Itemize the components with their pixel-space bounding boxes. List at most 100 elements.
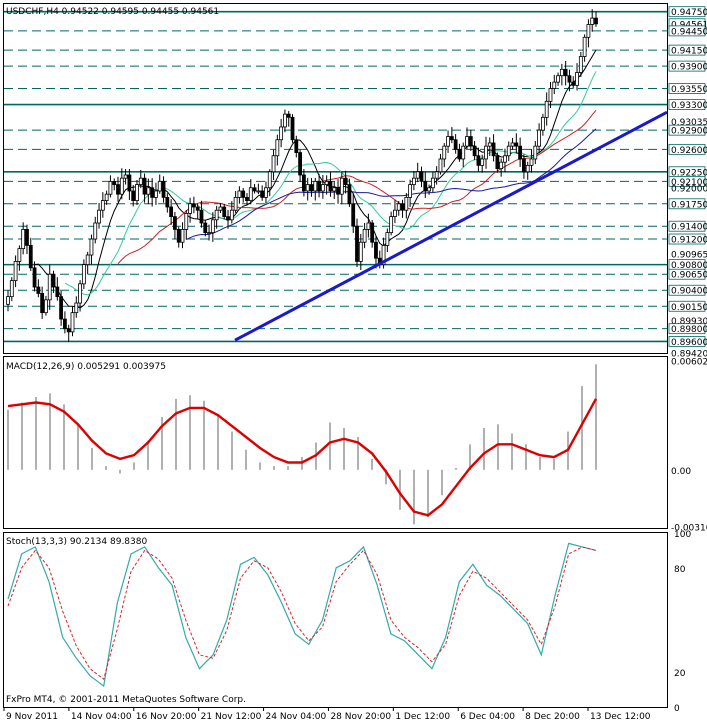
candle-bear — [370, 222, 375, 243]
candle-bull — [404, 196, 409, 211]
price-label-box — [668, 143, 706, 155]
candle-bear — [28, 245, 33, 269]
candle-bear — [563, 68, 568, 77]
stoch-axis-label: 0 — [674, 704, 680, 714]
candle-bull — [559, 68, 564, 77]
price-candles — [6, 9, 598, 343]
time-axis-label: 14 Nov 04:00 — [71, 712, 132, 722]
candle-bear — [51, 273, 56, 288]
candle-bear — [343, 177, 348, 185]
candle-bull — [256, 190, 261, 193]
time-axis-label: 8 Dec 20:00 — [525, 712, 580, 722]
candle-bear — [203, 222, 208, 234]
price-axis-label: 0.89930 — [671, 317, 707, 327]
price-label-box — [668, 99, 706, 110]
chart-title: USDCHF,H4 0.94522 0.94595 0.94455 0.9456… — [6, 7, 219, 17]
ma-red-line — [117, 109, 597, 264]
candle-bull — [544, 100, 549, 118]
candle-bear — [142, 177, 147, 195]
candle-bear — [116, 184, 120, 195]
price-label-box — [668, 233, 706, 245]
price-axis-label: 0.91400 — [671, 223, 707, 233]
candle-bull — [271, 155, 276, 173]
candle-bull — [339, 177, 344, 195]
price-label-box — [668, 60, 706, 72]
candle-bear — [457, 148, 462, 160]
candle-bear — [191, 203, 196, 208]
candle-bear — [169, 206, 174, 218]
candle-bear — [55, 286, 60, 298]
candle-bull — [324, 180, 329, 185]
price-axis-label: 0.93900 — [671, 63, 707, 73]
candle-bear — [161, 180, 166, 198]
candle-bull — [582, 36, 587, 57]
candle-bull — [556, 75, 560, 83]
price-label-box — [668, 336, 706, 347]
candle-bull — [157, 180, 162, 192]
price-axis-label: 0.90650 — [671, 271, 707, 281]
price-axis-label: 0.92900 — [671, 127, 707, 137]
candle-bear — [195, 206, 200, 211]
stochastic-indicator — [7, 542, 597, 688]
candle-bull — [540, 116, 545, 131]
candle-bull — [461, 145, 466, 160]
candle-bear — [522, 158, 526, 173]
candle-bear — [222, 206, 227, 218]
candle-bull — [575, 72, 579, 86]
macd-axis-label: 0.00 — [671, 467, 691, 477]
candle-bear — [419, 171, 424, 182]
candle-bull — [434, 171, 439, 179]
candle-bull — [438, 158, 443, 173]
candle-bear — [476, 155, 481, 166]
candle-bull — [123, 174, 128, 179]
price-axis-label: 0.94150 — [671, 47, 707, 57]
candle-bear — [423, 180, 428, 192]
candle-bull — [138, 177, 143, 185]
candle-bear — [59, 296, 64, 320]
candle-bull — [480, 158, 485, 166]
price-axis-label: 0.89600 — [671, 338, 707, 348]
candle-bull — [237, 190, 242, 198]
candle-bear — [127, 174, 132, 192]
price-axis-label: 0.90800 — [671, 261, 707, 271]
candle-bear — [351, 203, 356, 227]
time-axis-label: 16 Nov 20:00 — [136, 712, 197, 722]
stoch-axis-label: 100 — [674, 530, 691, 540]
candle-bull — [332, 187, 337, 192]
candle-bear — [36, 286, 41, 294]
time-axis-label: 1 Dec 12:00 — [395, 712, 450, 722]
candle-bull — [180, 229, 185, 243]
candle-bear — [66, 328, 71, 333]
stoch-title: Stoch(13,3,3) 90.2134 89.8380 — [6, 537, 147, 547]
candle-bull — [279, 126, 284, 141]
candle-bull — [81, 264, 86, 285]
price-axis-label: 0.90965 — [671, 251, 707, 261]
candle-bull — [320, 184, 325, 192]
candle-bull — [313, 180, 318, 192]
candle-bull — [533, 145, 538, 160]
price-axis-label: 0.94750 — [671, 8, 707, 18]
candle-bull — [93, 222, 98, 240]
price-label-box — [668, 268, 706, 280]
candle-bull — [427, 187, 431, 192]
candle-bear — [567, 75, 572, 83]
price-axis-label: 0.90400 — [671, 287, 707, 297]
candle-bear — [355, 225, 359, 262]
candle-bull — [218, 206, 223, 211]
candle-bear — [150, 187, 155, 198]
candle-bull — [47, 273, 52, 301]
time-axis-label: 9 Nov 2011 — [6, 712, 58, 722]
candle-bear — [25, 229, 29, 246]
price-axis-label: 0.93550 — [671, 85, 707, 95]
stoch-main-line — [7, 542, 597, 688]
candle-bull — [44, 299, 48, 314]
candle-bull — [446, 136, 450, 147]
candle-bull — [510, 142, 515, 147]
candle-bull — [6, 296, 10, 305]
price-label-box — [668, 198, 706, 210]
candle-bear — [260, 190, 265, 198]
candle-bear — [347, 184, 352, 205]
candle-bull — [389, 216, 394, 234]
candle-bear — [468, 136, 473, 147]
